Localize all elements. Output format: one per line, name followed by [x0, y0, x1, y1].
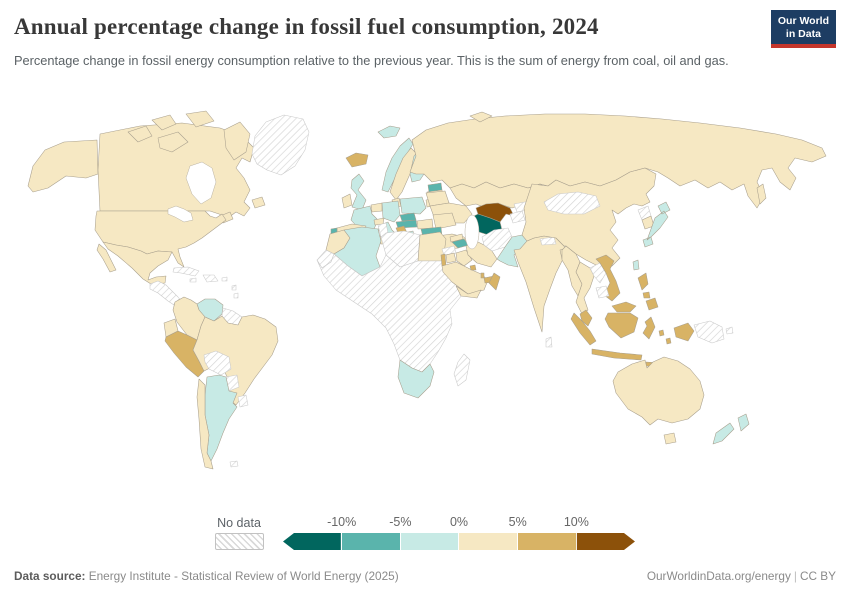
country-mexico-baja[interactable] [96, 243, 117, 273]
data-source-label: Data source: [14, 569, 86, 583]
country-jordan[interactable] [445, 252, 457, 264]
page-title: Annual percentage change in fossil fuel … [14, 14, 599, 39]
caspian-sea [464, 214, 480, 250]
country-papua-new-guinea[interactable] [693, 320, 734, 344]
legend-tick-5: 5% [508, 515, 527, 529]
country-cuba[interactable] [172, 266, 200, 277]
country-canada-arctic-islands[interactable] [127, 110, 215, 153]
legend-bin-p5[interactable] [458, 533, 518, 550]
owid-logo-line2: in Data [785, 27, 821, 40]
country-israel[interactable] [440, 253, 447, 267]
country-united-kingdom[interactable] [350, 173, 367, 211]
country-laos[interactable] [589, 262, 607, 284]
country-cambodia[interactable] [595, 285, 610, 299]
legend-tick-10: 10% [563, 515, 589, 529]
country-oman[interactable] [488, 272, 501, 291]
country-australia[interactable] [612, 356, 705, 426]
country-philippines[interactable] [637, 272, 659, 311]
legend-tick--10: -10% [327, 515, 357, 529]
country-south-africa[interactable] [397, 359, 435, 399]
great-lakes [167, 205, 194, 223]
country-sri-lanka[interactable] [545, 336, 553, 348]
country-svalbard[interactable] [377, 125, 401, 139]
data-source-text: Energy Institute - Statistical Review of… [85, 569, 399, 583]
country-yemen[interactable] [455, 285, 482, 299]
country-mexico[interactable] [102, 241, 173, 285]
legend-tick--5: -5% [389, 515, 412, 529]
country-vietnam[interactable] [595, 254, 621, 302]
country-new-zealand[interactable] [712, 413, 750, 445]
country-poland[interactable] [399, 196, 427, 215]
license-label: CC BY [799, 569, 836, 583]
owid-url-link[interactable]: OurWorldinData.org/energy [646, 569, 791, 583]
world-choropleth-map [27, 110, 827, 470]
country-alaska[interactable] [27, 139, 99, 193]
country-indonesia[interactable] [570, 312, 695, 368]
country-qatar[interactable] [480, 272, 485, 279]
owid-logo[interactable]: Our World in Data [770, 10, 836, 48]
country-malaysia[interactable] [579, 301, 637, 327]
country-greenland[interactable] [251, 114, 310, 176]
country-canada-baffin[interactable] [223, 121, 251, 161]
country-hispaniola[interactable] [202, 274, 219, 283]
owid-logo-line1: Our World [777, 15, 829, 27]
legend-bin-m5[interactable] [340, 533, 400, 550]
footer-separator: | [793, 569, 797, 583]
country-japan[interactable] [642, 201, 671, 248]
country-hungary[interactable] [416, 218, 434, 230]
country-romania[interactable] [432, 212, 457, 230]
world-map-container [0, 110, 850, 505]
chart-footer: Data source: Energy Institute - Statisti… [14, 569, 836, 583]
legend-bin-p10[interactable] [517, 533, 577, 550]
data-source-note: Data source: Energy Institute - Statisti… [14, 569, 399, 583]
legend-tick-0: 0% [449, 515, 469, 529]
legend-color-scale [283, 533, 635, 550]
country-czechia[interactable] [399, 212, 417, 222]
country-norway[interactable] [381, 137, 414, 193]
country-kuwait[interactable] [469, 264, 477, 271]
country-china[interactable] [521, 167, 657, 271]
footer-right: OurWorldinData.org/energy | CC BY [647, 569, 836, 583]
region-benelux[interactable] [370, 202, 383, 213]
country-russia-novaya-zemlya[interactable] [469, 111, 493, 123]
legend-bin-p10plus[interactable] [576, 533, 635, 550]
legend-bin-m10[interactable] [283, 533, 341, 550]
legend-no-data-label: No data [217, 516, 261, 530]
chart-subtitle: Percentage change in fossil energy consu… [14, 53, 729, 68]
country-uruguay[interactable] [237, 394, 249, 408]
country-russia-sakhalin[interactable] [756, 183, 767, 205]
legend-bin-m0[interactable] [399, 533, 459, 550]
country-austria[interactable] [395, 219, 418, 229]
country-germany[interactable] [381, 200, 401, 223]
country-brazil[interactable] [192, 314, 279, 406]
hudson-bay [185, 161, 217, 205]
country-mongolia[interactable] [543, 191, 601, 215]
country-ireland[interactable] [341, 193, 353, 209]
country-nepal[interactable] [539, 236, 557, 246]
country-australia-tasmania[interactable] [663, 432, 677, 445]
region-caribbean-islands[interactable] [189, 276, 239, 299]
country-iceland[interactable] [345, 152, 369, 168]
country-taiwan[interactable] [632, 259, 640, 271]
country-madagascar[interactable] [453, 353, 471, 387]
country-chile[interactable] [196, 378, 214, 470]
country-falkland-islands[interactable] [229, 460, 239, 468]
country-bolivia[interactable] [203, 350, 232, 376]
legend-no-data-swatch[interactable] [215, 533, 264, 550]
